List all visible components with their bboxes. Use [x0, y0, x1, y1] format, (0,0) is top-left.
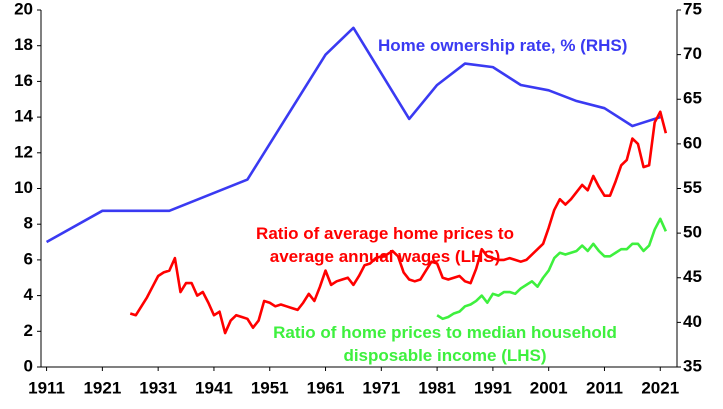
y2-tick-label: 40: [683, 312, 702, 331]
x-tick-label: 1951: [251, 378, 289, 397]
y2-tick-label: 70: [683, 44, 702, 63]
x-tick-label: 1911: [28, 378, 65, 397]
x-tick-label: 2021: [641, 378, 679, 397]
x-tick-label: 1931: [139, 378, 177, 397]
y2-tick-label: 50: [683, 223, 702, 242]
series-line: [45, 26, 661, 244]
y-tick-label: 20: [14, 0, 33, 18]
x-tick-label: 1991: [474, 378, 512, 397]
x-tick-label: 2001: [530, 378, 568, 397]
series-label: Ratio of average home prices to average …: [256, 224, 514, 266]
y-tick-label: 14: [14, 107, 33, 126]
y-tick-label: 16: [14, 71, 33, 90]
x-tick-label: 1961: [307, 378, 345, 397]
series-line: [436, 217, 668, 321]
series-label: Ratio of home prices to median household…: [273, 323, 617, 365]
y-tick-label: 12: [14, 142, 33, 161]
series-label: Home ownership rate, % (RHS): [378, 36, 628, 55]
y-tick-label: 10: [14, 178, 33, 197]
y-tick-label: 2: [24, 321, 33, 340]
y2-tick-label: 75: [683, 0, 702, 18]
y-tick-label: 0: [24, 356, 33, 375]
series-line: [129, 110, 668, 335]
y-tick-label: 8: [24, 214, 33, 233]
y-tick-label: 18: [14, 35, 33, 54]
x-tick-label: 2011: [586, 378, 623, 397]
x-tick-label: 1921: [83, 378, 121, 397]
y2-tick-label: 60: [683, 133, 702, 152]
y2-tick-label: 45: [683, 267, 702, 286]
x-tick-label: 1971: [362, 378, 400, 397]
y-tick-label: 6: [24, 249, 33, 268]
x-tick-label: 1981: [418, 378, 456, 397]
y2-tick-label: 35: [683, 356, 702, 375]
y2-tick-label: 65: [683, 89, 702, 108]
x-tick-label: 1941: [195, 378, 233, 397]
y2-tick-label: 55: [683, 178, 702, 197]
y-tick-label: 4: [24, 285, 34, 304]
